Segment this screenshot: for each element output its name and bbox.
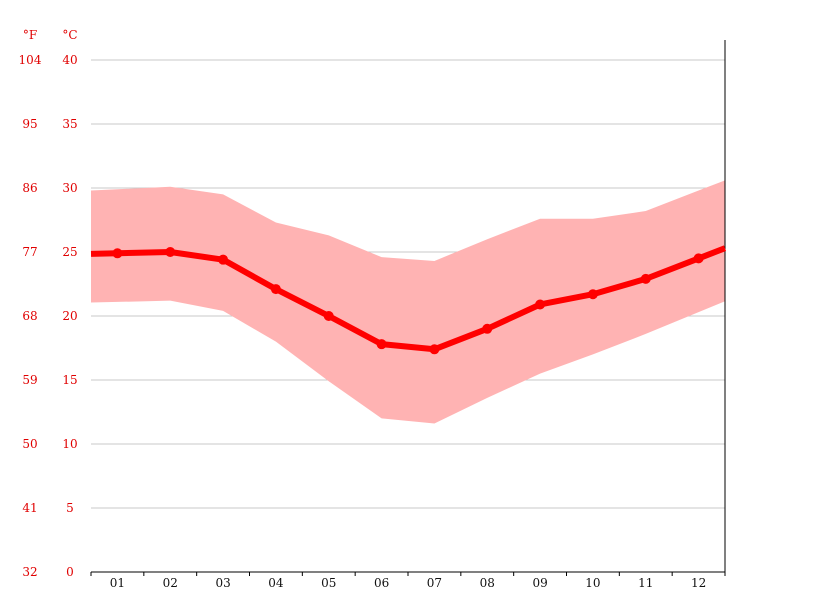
data-point [165,247,176,257]
y-tick-label-fahrenheit: 32 [22,565,37,579]
y-tick-label-celsius: 20 [62,309,77,323]
data-point [376,339,387,350]
x-tick-label: 01 [110,576,125,590]
y-tick-label-celsius: 30 [62,181,77,195]
data-point [693,253,704,264]
temperature-range-band [91,180,725,424]
x-tick-label: 12 [691,576,706,590]
x-tick-label: 10 [585,576,600,590]
y-tick-label-celsius: 10 [62,437,77,451]
y-tick-label-fahrenheit: 59 [22,373,37,387]
data-point [482,323,493,334]
y-tick-label-celsius: 25 [62,245,77,259]
y-tick-label-celsius: 5 [66,501,74,515]
x-tick-marks [90,572,726,576]
x-tick-label: 09 [532,576,547,590]
y-tick-label-fahrenheit: 104 [19,53,42,67]
data-point [535,299,546,310]
y-tick-label-celsius: 40 [62,53,77,67]
x-tick-label: 02 [163,576,178,590]
y-tick-label-celsius: 15 [62,373,77,387]
y-tick-label-fahrenheit: 77 [22,245,37,259]
unit-fahrenheit-label: °F [23,28,37,42]
data-point [270,284,281,295]
data-point [218,254,229,265]
y-tick-label-fahrenheit: 50 [22,437,37,451]
y-tick-label-fahrenheit: 41 [22,501,37,515]
data-point [429,344,440,355]
y-tick-label-celsius: 35 [62,117,77,131]
x-tick-label: 11 [638,576,653,590]
data-point [640,273,651,284]
x-tick-label: 08 [480,576,495,590]
x-tick-label: 04 [268,576,284,590]
data-point [587,289,598,300]
data-point [323,311,334,321]
mean-temperature-line [90,245,727,353]
y-tick-label-celsius: 0 [66,565,74,579]
mean-temperature-series [90,245,727,355]
unit-celsius-label: °C [62,28,77,42]
x-tick-label: 07 [427,576,442,590]
y-tick-label-fahrenheit: 95 [22,117,37,131]
x-tick-label: 06 [374,576,389,590]
x-tick-label: 03 [215,576,230,590]
data-point [112,248,123,259]
y-tick-label-fahrenheit: 86 [22,181,37,195]
axis-labels: °F °C 32 0 41 5 50 10 59 15 68 20 77 25 86 30 95 35 104 4… [19,28,707,590]
y-tick-label-fahrenheit: 68 [22,309,37,323]
x-tick-label: 05 [321,576,336,590]
